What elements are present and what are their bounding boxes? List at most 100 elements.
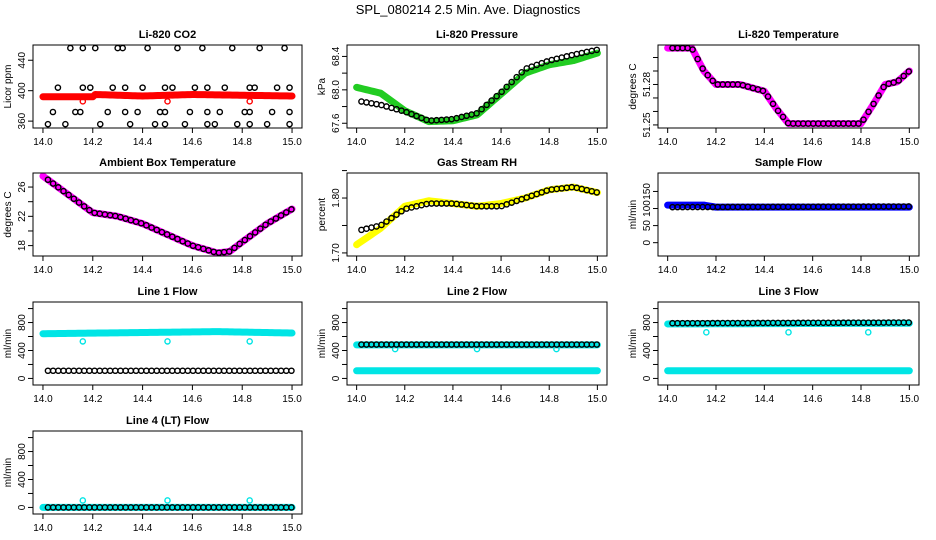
data-point [263, 120, 271, 128]
y-tick-label: 400 [17, 82, 28, 99]
data-point [709, 77, 717, 85]
x-tick-label: 15.0 [900, 265, 920, 276]
data-point [80, 203, 88, 210]
data-point [168, 233, 176, 241]
x-tick-label: 14.2 [83, 523, 103, 534]
data-point [694, 55, 701, 63]
plot-area [39, 173, 296, 256]
y-tick-label: 400 [331, 342, 342, 359]
x-tick-label: 14.6 [183, 137, 203, 148]
data-point [225, 367, 233, 375]
data-point [272, 215, 280, 222]
series-band-raw [39, 328, 296, 338]
x-tick-label: 14.4 [133, 394, 153, 405]
data-point [79, 84, 87, 91]
data-point [759, 87, 767, 95]
panel-9: Line 3 Flow ml/min 14.0 14.2 14.4 14.6 14.8 15.… [628, 286, 920, 405]
x-tick-label: 14.2 [395, 265, 415, 276]
data-point [200, 367, 207, 375]
data-point [143, 222, 150, 229]
data-point [179, 238, 186, 245]
data-point [161, 84, 169, 91]
x-tick-label: 14.8 [232, 523, 252, 534]
data-point [251, 367, 259, 375]
y-tick-label: 50 [642, 220, 653, 232]
x-tick-label: 14.2 [83, 265, 103, 276]
data-point [228, 45, 236, 52]
plot-frame [346, 172, 608, 257]
data-point [49, 367, 57, 375]
data-point [900, 72, 908, 80]
plot-frame [32, 301, 303, 386]
data-point [774, 107, 782, 115]
data-point [473, 110, 480, 117]
x-tick-label: 14.0 [33, 137, 53, 148]
x-tick-label: 14.4 [443, 394, 463, 405]
x-tick-label: 14.4 [133, 523, 153, 534]
data-point [277, 367, 285, 375]
data-point [191, 84, 199, 91]
y-axis-label: ml/min [628, 329, 639, 358]
x-tick-label: 14.6 [491, 137, 511, 148]
x-tick-label: 14.4 [755, 265, 775, 276]
data-point [163, 367, 171, 375]
data-point [109, 84, 117, 91]
data-point [286, 84, 293, 91]
data-point [44, 176, 52, 184]
data-point [79, 338, 87, 345]
x-tick-label: 14.2 [706, 265, 726, 276]
x-tick-label: 15.0 [282, 394, 302, 405]
panel-4: Ambient Box Temperature degrees C 14.0 14.2… [3, 157, 303, 276]
data-point [60, 187, 67, 195]
data-point [54, 84, 62, 91]
data-point [483, 101, 490, 109]
data-point [769, 100, 777, 108]
data-point [122, 367, 129, 375]
data-point [62, 120, 69, 128]
y-tick-label: 0 [331, 375, 342, 381]
series-band-raw [353, 183, 601, 249]
y-tick-label: 18 [17, 240, 28, 252]
panel-title: Gas Stream RH [437, 157, 517, 169]
x-tick-label: 14.8 [232, 394, 252, 405]
data-point [282, 367, 290, 375]
data-point [905, 319, 913, 326]
y-tick-label: 800 [331, 314, 342, 331]
data-point [905, 68, 913, 75]
y-tick-label: 400 [17, 342, 28, 359]
y-tick-label: 68.4 [331, 46, 342, 66]
data-point [163, 231, 171, 238]
x-tick-label: 14.0 [658, 137, 678, 148]
data-point [895, 77, 903, 84]
data-point [225, 248, 233, 255]
data-point [699, 65, 706, 72]
data-point [79, 98, 87, 105]
x-tick-label: 14.6 [183, 265, 203, 276]
y-tick-label: 1.80 [331, 188, 342, 208]
data-point [764, 93, 772, 100]
data-point [905, 203, 913, 210]
data-point [186, 108, 194, 116]
data-point [49, 108, 57, 116]
data-point [870, 100, 877, 108]
data-point [204, 84, 211, 91]
x-tick-label: 14.0 [347, 394, 367, 405]
data-point [91, 45, 99, 52]
data-point [378, 221, 385, 229]
y-axis-label: kPa [317, 77, 328, 95]
data-point [121, 108, 129, 116]
data-point [79, 497, 87, 504]
data-point [233, 120, 241, 128]
data-point [236, 240, 243, 248]
data-point [368, 99, 375, 107]
data-point [164, 98, 171, 105]
data-point [139, 84, 146, 91]
x-tick-label: 14.0 [33, 394, 53, 405]
data-point [865, 108, 872, 116]
plot-area [353, 341, 601, 375]
plot-frame [657, 301, 920, 386]
panel-title: Line 3 Flow [759, 286, 819, 298]
series-band-raw [39, 90, 296, 101]
data-point [151, 120, 159, 128]
data-point [143, 367, 150, 375]
